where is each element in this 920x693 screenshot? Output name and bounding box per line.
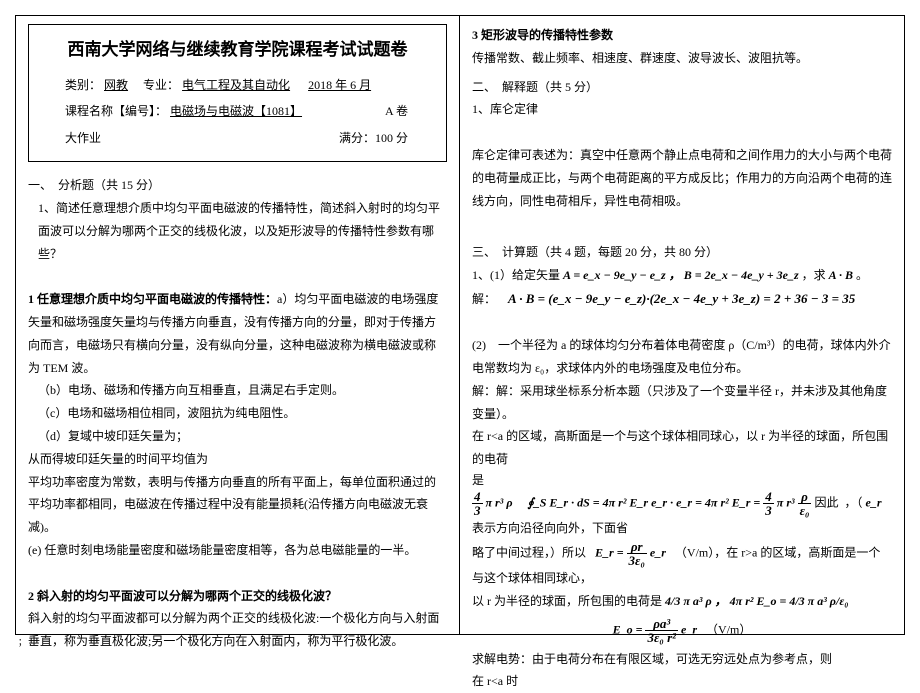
Er-lhs: E_r = — [595, 545, 624, 559]
a2h: 以 r 为半径的球面，所包围的电荷是 — [472, 594, 665, 608]
ans-line: 解： A · B = (e_x − 9e_y − e_z)·(2e_x − 4e… — [472, 287, 892, 312]
a1-h1d2: 从而得坡印廷矢量的时间平均值为 — [28, 448, 447, 471]
header-row-1: 类别： 网教 专业： 电气工程及其自动化 2018 年 6 月 — [47, 72, 428, 98]
q31-line: 1、(1）给定矢量 A = e_x − 9e_y − e_z ， B = 2e_… — [472, 264, 892, 287]
frac-rho-eps: ρε₀ — [798, 490, 812, 517]
page-title: 西南大学网络与继续教育学院课程考试试题卷 — [47, 35, 428, 60]
value-date: 2018 年 6 月 — [308, 78, 371, 92]
header-row-3: 大作业 满分：100 分 — [47, 125, 428, 151]
q1a: 1、(1）给定矢量 — [472, 268, 563, 282]
value-fullmark: 满分：100 分 — [339, 125, 408, 151]
value-major: 电气工程及其自动化 — [182, 78, 290, 92]
s2-1a: 库仑定律可表述为：真空中任意两个静止点电荷和之间作用力的大小与两个电荷的电荷量成… — [472, 144, 892, 212]
Er-er: e_r — [650, 545, 666, 559]
Er-line: 略了中间过程，）所以 E_r = ρr3ε₀ e_r （V/m），在 r>a 的… — [472, 540, 892, 590]
a1-h1e: (e) 任意时刻电场能量密度和磁场能量密度相等，各为总电磁能量的一半。 — [28, 539, 447, 562]
a1-h1d3: 平均功率密度为常数，表明与传播方向垂直的所有平面上，每单位面积通过的平均功率都相… — [28, 471, 447, 539]
label-category: 类别： — [65, 78, 101, 92]
frac-Er: ρr3ε₀ — [627, 540, 647, 567]
a2b: 在 r<a 的区域，高斯面是一个与这个球体相同球心，以 r 为半径的球面，所包围… — [472, 425, 892, 471]
frac-Eo: ρa³3ε₀ r² — [645, 617, 678, 644]
Eo-line: E_o = ρa³3ε₀ r² e_r （V/m） — [472, 617, 892, 644]
frac-4-3b: 43 — [763, 490, 774, 517]
eq-A: A = e_x − 9e_y − e_z ， — [563, 268, 681, 282]
eq-AB: A · B — [829, 268, 853, 282]
label-homework: 大作业 — [65, 131, 101, 145]
header-row-2: 课程名称【编号】： 电磁场与电磁波【1081】 A 卷 — [47, 98, 428, 124]
value-course: 电磁场与电磁波【1081】 — [170, 104, 302, 118]
section-analysis: 一、 分析题（共 15 分） 1、简述任意理想介质中均匀平面电磁波的传播特性，简… — [28, 174, 447, 653]
a2e: 表示方向沿径向向外，下面省 — [472, 521, 628, 535]
label-major: 专业： — [143, 78, 179, 92]
h3a: 传播常数、截止频率、相速度、群速度、波导波长、波阻抗等。 — [472, 47, 892, 70]
label-course: 课程名称【编号】： — [65, 104, 167, 118]
q32: (2) 一个半径为 a 的球体均匀分布着体电荷密度 ρ（C/m³）的电荷，球体内… — [472, 334, 892, 380]
ans-label: 解： — [472, 292, 496, 306]
q1b: ，求 — [802, 268, 829, 282]
a1-h1: 1 任意理想介质中均匀平面电磁波的传播特性： — [28, 292, 277, 306]
heading-s3: 三、 计算题（共 4 题，每题 20 分，共 80 分） — [472, 241, 892, 264]
left-column: 西南大学网络与继续教育学院课程考试试题卷 类别： 网教 专业： 电气工程及其自动… — [16, 16, 460, 634]
a1-h1b: （b）电场、磁场和传播方向互相垂直，且满足右手定则。 — [28, 379, 447, 402]
a2-h2a: 斜入射的均匀平面波都可以分解为两个正交的线极化波:一个极化方向与入射面垂直，称为… — [28, 607, 447, 653]
exam-page: 西南大学网络与继续教育学院课程考试试题卷 类别： 网教 专业： 电气工程及其自动… — [15, 15, 905, 635]
a2c: 是 — [472, 473, 484, 487]
s2-1: 1、库仑定律 — [472, 98, 892, 121]
header-box: 西南大学网络与继续教育学院课程考试试题卷 类别： 网教 专业： 电气工程及其自动… — [28, 24, 447, 162]
q1-text: 1、简述任意理想介质中均匀平面电磁波的传播特性，简述斜入射时的均匀平面波可以分解… — [28, 197, 447, 265]
a2f: 略了中间过程，）所以 — [472, 545, 586, 559]
heading-s1: 一、 分析题（共 15 分） — [28, 174, 447, 197]
a2j: 求解电势：由于电荷分布在有限区域，可选无穷远处点为参考点，则 — [472, 648, 892, 671]
a2c-line: 是 — [472, 471, 892, 490]
gauss-rhs-rest: π r³ — [777, 495, 795, 509]
a2i: （V/m） — [706, 622, 751, 636]
gauss-line: 43 π r³ ρ ∮_S E_r · dS = 4π r² E_r e_r ·… — [472, 490, 892, 540]
a1-block: 1 任意理想介质中均匀平面电磁波的传播特性：a）均匀平面电磁波的电场强度矢量和磁… — [28, 288, 447, 379]
h3: 3 矩形波导的传播特性参数 — [472, 24, 892, 47]
frac-4-3a: 43 — [472, 490, 483, 517]
q1c: 。 — [856, 268, 868, 282]
heading-s2: 二、 解释题（共 5 分） — [472, 76, 892, 99]
value-paper: A 卷 — [385, 98, 408, 124]
Eo-lhs: E_o = — [613, 622, 643, 636]
a2a: 解：解：采用球坐标系分析本题（只涉及了一个变量半径 r，并未涉及其他角度变量）。 — [472, 380, 892, 426]
er: e_r — [866, 495, 882, 509]
footer-mark: ； . — [18, 635, 32, 648]
eq-dot: A · B = (e_x − 9e_y − e_z)·(2e_x − 4e_y … — [508, 291, 855, 306]
charge-eq: 4/3 π a³ ρ ， 4π r² E_o = 4/3 π a³ ρ/ε₀ — [665, 594, 848, 608]
gauss-mid: ∮_S E_r · dS = 4π r² E_r e_r · e_r = 4π … — [528, 495, 761, 509]
eq-B: B = 2e_x − 4e_y + 3e_z — [684, 268, 799, 282]
a2-h2: 2 斜入射的均匀平面波可以分解为哪两个正交的线极化波？ — [28, 585, 447, 608]
right-column: 3 矩形波导的传播特性参数 传播常数、截止频率、相速度、群速度、波导波长、波阻抗… — [460, 16, 904, 634]
gauss-lhs-rest: π r³ ρ — [486, 495, 513, 509]
a2k: 在 r<a 时 — [472, 670, 892, 693]
charge-line: 以 r 为半径的球面，所包围的电荷是 4/3 π a³ ρ ， 4π r² E_… — [472, 590, 892, 613]
a1-h1d: （d）复域中坡印廷矢量为； — [28, 425, 447, 448]
a2d: 因此 — [814, 495, 838, 509]
Eo-er: e_r — [681, 622, 697, 636]
a1-h1c: （c）电场和磁场相位相同，波阻抗为纯电阻性。 — [28, 402, 447, 425]
right-section: 3 矩形波导的传播特性参数 传播常数、截止频率、相速度、群速度、波导波长、波阻抗… — [472, 24, 892, 693]
value-category: 网教 — [104, 78, 128, 92]
